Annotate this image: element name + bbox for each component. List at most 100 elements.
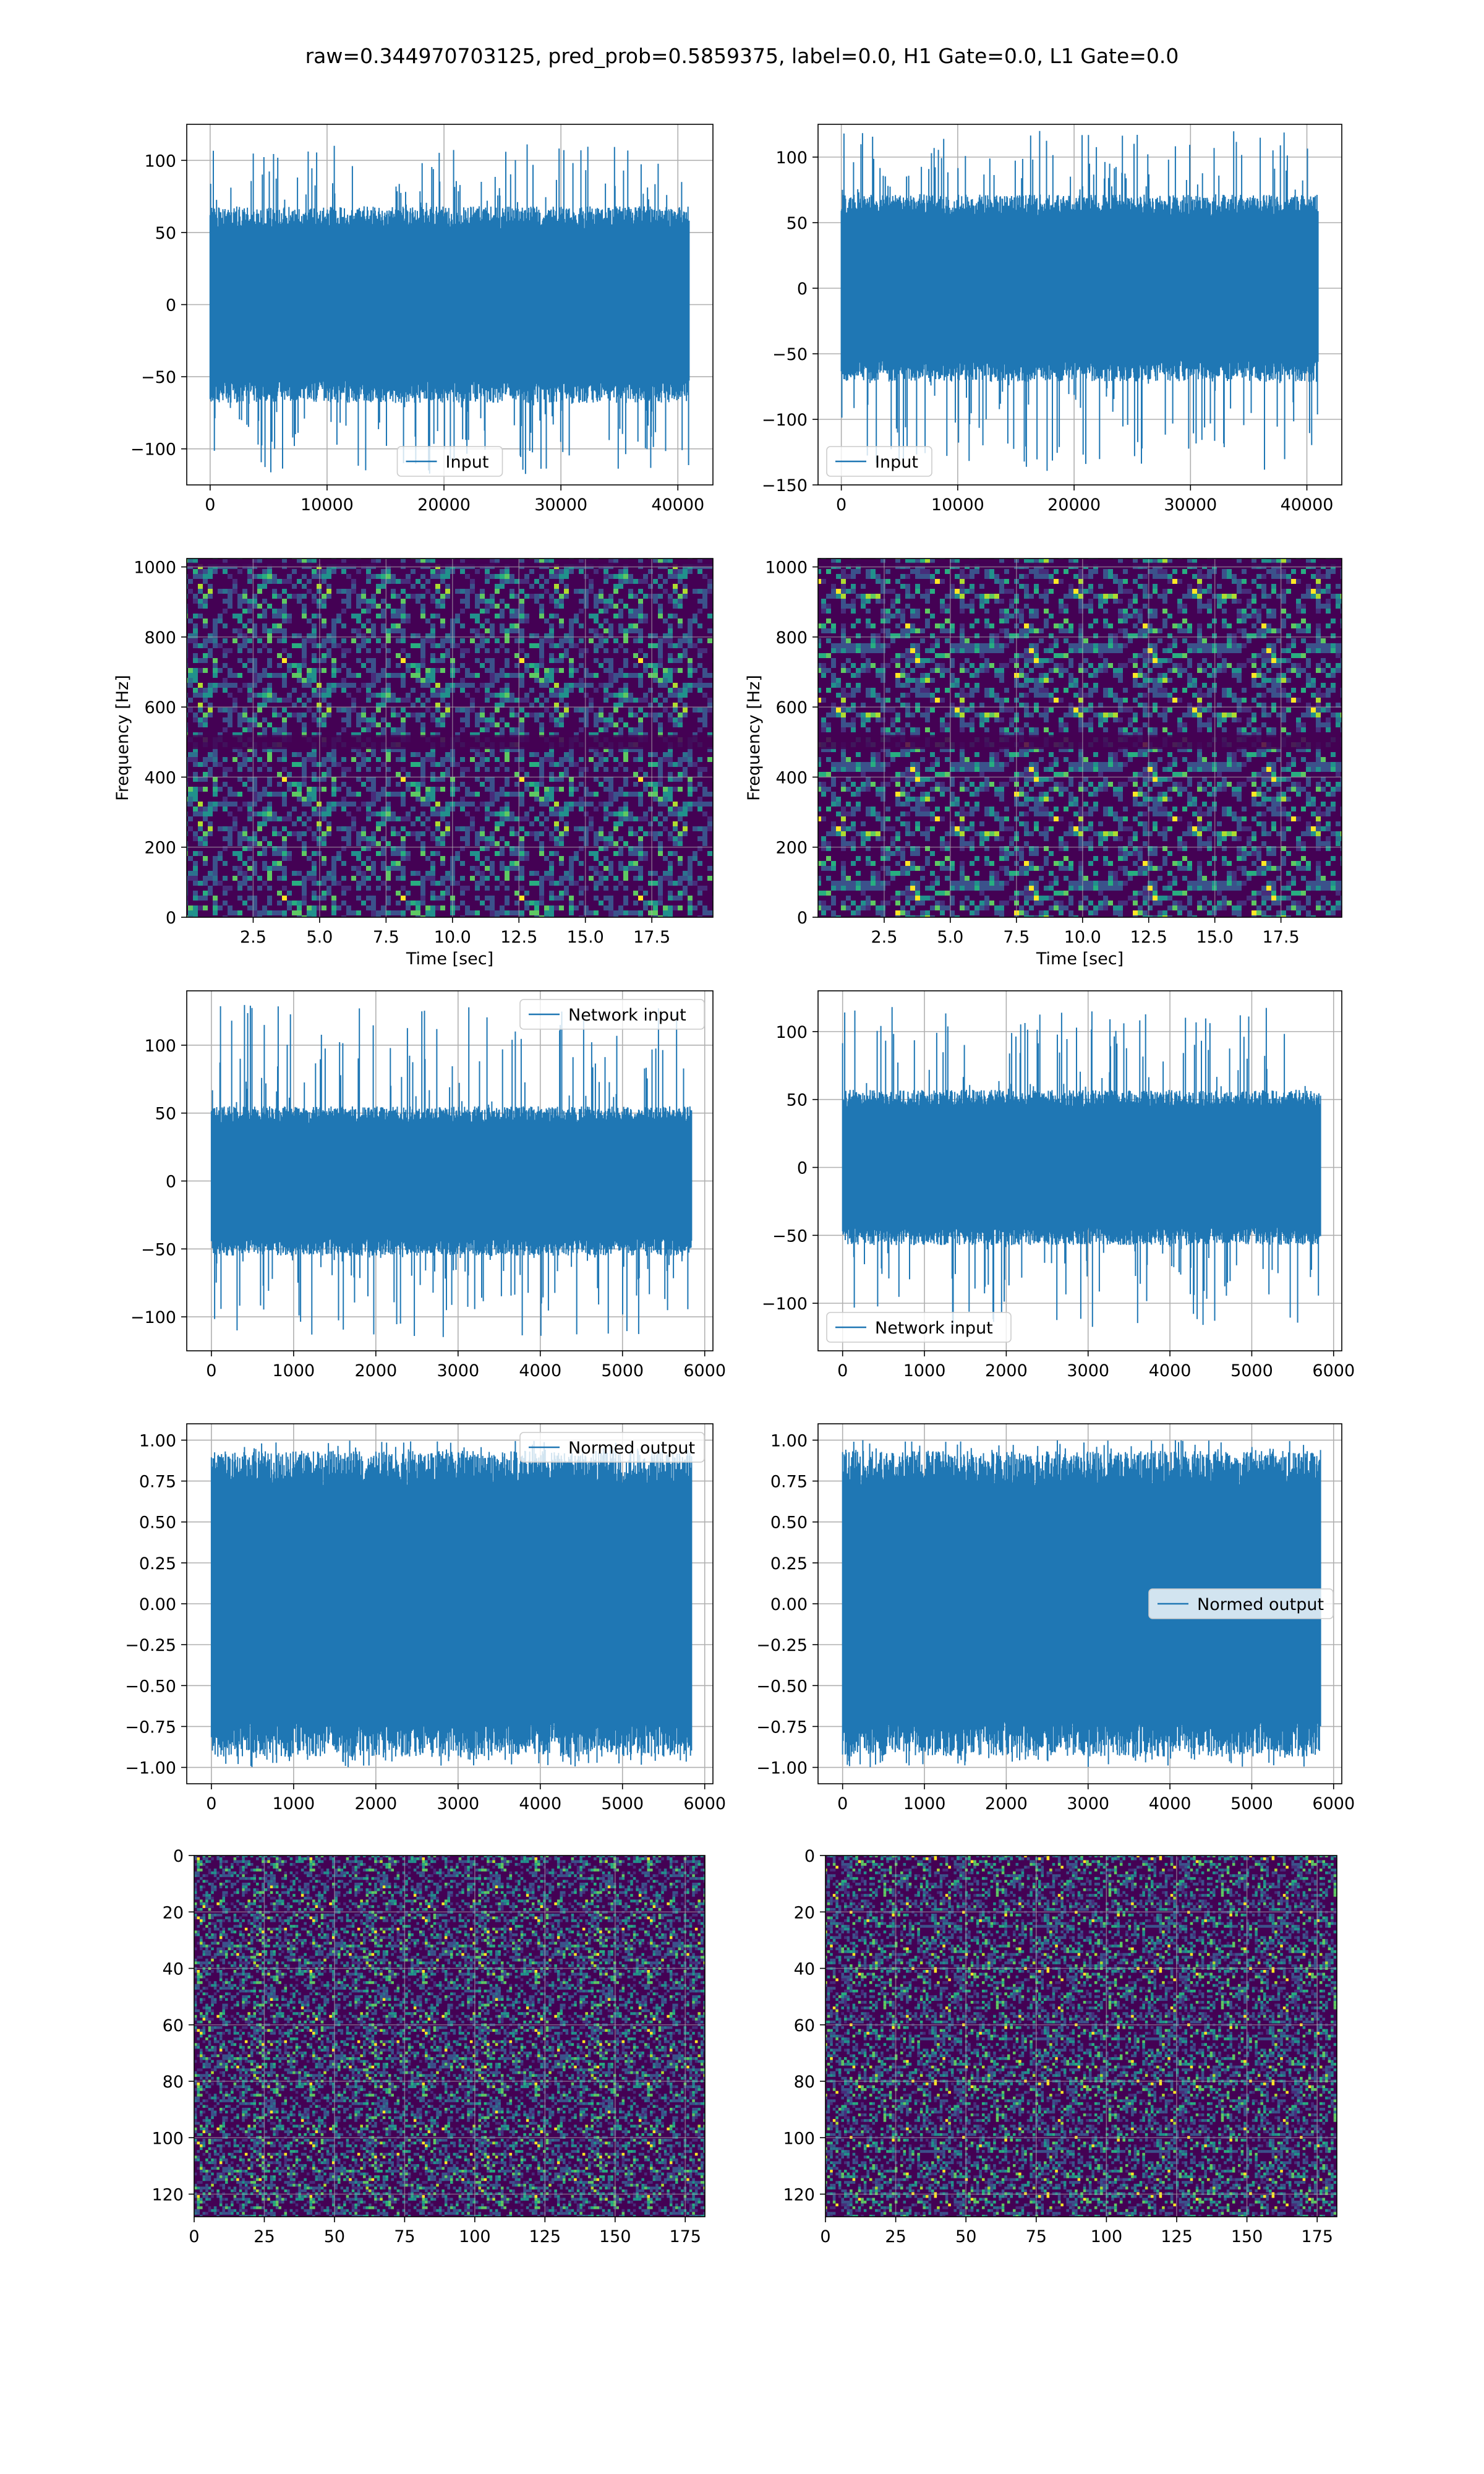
series-normed-output — [210, 1440, 693, 1768]
y-tick-label: 40 — [794, 1960, 815, 1979]
y-tick-label: 0 — [166, 296, 176, 315]
y-tick-label: 1.00 — [139, 1431, 176, 1450]
x-tick-label: 5000 — [1230, 1794, 1273, 1813]
y-tick-label: 0 — [797, 1159, 808, 1178]
x-tick-label: 20000 — [1047, 495, 1101, 515]
x-tick-label: 7.5 — [373, 928, 399, 947]
x-tick-label: 125 — [529, 2227, 561, 2246]
series-network-input — [210, 1004, 693, 1337]
x-tick-label: 1000 — [273, 1794, 315, 1813]
x-tick-label: 0 — [206, 1361, 216, 1380]
x-tick-label: 5.0 — [937, 928, 963, 947]
subplot-p2: 0 10000 20000 30000 40000 −150 −100 −50 0 50 100 In… — [762, 124, 1342, 515]
x-tick-label: 3000 — [1067, 1794, 1109, 1813]
axes-frame — [825, 1855, 1337, 2217]
y-tick-label: −50 — [772, 1226, 808, 1246]
y-tick-label: −100 — [130, 440, 176, 460]
x-tick-label: 12.5 — [500, 928, 537, 947]
y-tick-label: −1.00 — [756, 1759, 808, 1778]
y-tick-label: 50 — [155, 224, 176, 243]
y-tick-label: −100 — [762, 411, 808, 430]
x-tick-label: 100 — [1091, 2227, 1123, 2246]
y-tick-label: 100 — [144, 1037, 176, 1056]
legend-box — [826, 446, 932, 477]
axes-frame — [817, 558, 1342, 918]
axes-frame — [186, 990, 714, 1351]
x-tick-label: 1000 — [273, 1361, 315, 1380]
x-tick-label: 3000 — [437, 1361, 479, 1380]
x-tick-label: 0 — [206, 1794, 216, 1813]
x-tick-label: 175 — [1301, 2227, 1333, 2246]
subplot-p1: 0 10000 20000 30000 40000 −100 −50 0 50 100 Input — [130, 124, 714, 515]
y-tick-label: −0.25 — [125, 1636, 176, 1655]
legend-label: Input — [875, 453, 918, 472]
spectrogram-band — [187, 735, 713, 750]
y-tick-label: −50 — [772, 345, 808, 364]
x-tick-label: 17.5 — [1263, 928, 1300, 947]
x-tick-label: 10.0 — [1064, 928, 1101, 947]
series-input — [840, 131, 1319, 471]
spectrogram-line — [818, 562, 1342, 567]
y-tick-label: 600 — [775, 698, 808, 717]
y-tick-label: 0 — [797, 909, 808, 928]
y-tick-label: 20 — [163, 1903, 184, 1922]
y-tick-label: 100 — [151, 2129, 184, 2148]
y-tick-label: 60 — [163, 2016, 184, 2035]
y-tick-label: 0.00 — [139, 1595, 176, 1614]
x-tick-label: 20000 — [417, 495, 471, 515]
legend: Network input — [519, 999, 705, 1030]
x-tick-label: 10.0 — [434, 928, 471, 947]
x-tick-label: 4000 — [519, 1361, 561, 1380]
y-tick-label: 0.25 — [770, 1554, 808, 1573]
x-tick-label: 2000 — [985, 1794, 1028, 1813]
x-tick-label: 30000 — [1164, 495, 1217, 515]
y-tick-label: 800 — [144, 628, 176, 648]
y-tick-label: 0.50 — [139, 1513, 176, 1533]
x-tick-label: 100 — [459, 2227, 491, 2246]
y-tick-label: −1.00 — [125, 1759, 176, 1778]
legend: Normed output — [519, 1432, 705, 1463]
y-tick-label: 200 — [775, 839, 808, 858]
x-tick-label: 40000 — [651, 495, 704, 515]
x-tick-label: 0 — [189, 2227, 199, 2246]
x-tick-label: 7.5 — [1003, 928, 1030, 947]
y-tick-label: −0.25 — [756, 1636, 808, 1655]
y-axis-label: Frequency [Hz] — [113, 675, 132, 801]
x-tick-label: 12.5 — [1130, 928, 1167, 947]
y-tick-label: 0 — [166, 1172, 176, 1191]
legend-box — [826, 1312, 1012, 1343]
legend: Normed output — [1148, 1588, 1334, 1619]
x-axis-label: Time [sec] — [406, 949, 493, 969]
axes-frame — [194, 1855, 706, 2217]
subplot-p3: 2.5 5.0 7.5 10.0 12.5 15.0 17.5 0 200 400 600 800 10… — [113, 558, 714, 969]
x-axis-label: Time [sec] — [1036, 949, 1124, 969]
y-tick-label: 0.50 — [770, 1513, 808, 1533]
legend-label: Input — [446, 453, 489, 472]
legend-box — [396, 446, 503, 477]
x-tick-label: 25 — [885, 2227, 906, 2246]
y-tick-label: −50 — [141, 1240, 176, 1259]
y-tick-label: −0.50 — [125, 1677, 176, 1696]
x-tick-label: 3000 — [1067, 1361, 1109, 1380]
x-tick-label: 2.5 — [871, 928, 897, 947]
axes-frame — [817, 990, 1342, 1351]
x-tick-label: 0 — [820, 2227, 830, 2246]
subplot-p9: 0 25 50 75 100 125 150 175 0 20 40 60 80 100 120 — [151, 1847, 706, 2246]
y-tick-label: 800 — [775, 628, 808, 648]
y-tick-label: 120 — [151, 2186, 184, 2205]
y-axis-label: Frequency [Hz] — [744, 675, 764, 801]
y-tick-label: −0.75 — [125, 1718, 176, 1737]
legend: Input — [396, 446, 503, 477]
x-tick-label: 4000 — [1149, 1794, 1192, 1813]
x-tick-label: 4000 — [519, 1794, 561, 1813]
subplot-p4: 2.5 5.0 7.5 10.0 12.5 15.0 17.5 0 200 400 600 800 10… — [744, 558, 1342, 969]
y-tick-label: −100 — [762, 1295, 808, 1314]
x-tick-label: 2000 — [354, 1361, 397, 1380]
x-tick-label: 125 — [1161, 2227, 1193, 2246]
subplot-p8: 0 1000 2000 3000 4000 5000 6000 −1.00 −0.75 −0.50… — [756, 1423, 1355, 1813]
grid — [194, 1855, 705, 2217]
x-tick-label: 6000 — [1312, 1361, 1355, 1380]
x-tick-label: 3000 — [437, 1794, 479, 1813]
heatmap-image — [194, 1856, 705, 2217]
